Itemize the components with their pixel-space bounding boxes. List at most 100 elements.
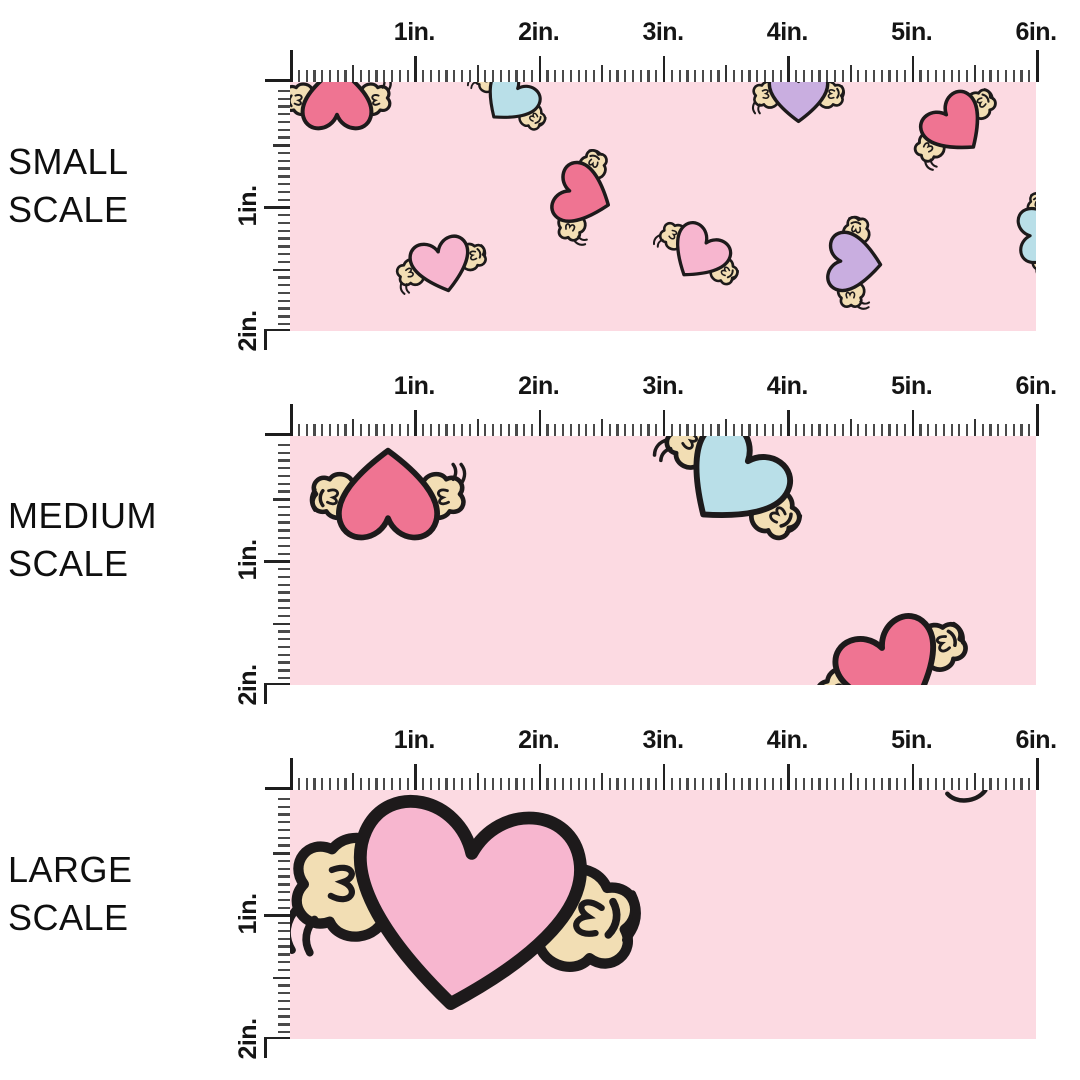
ruler-inch-label: 1in. <box>233 539 262 581</box>
ruler-tick <box>810 424 813 436</box>
ruler-tick <box>927 70 930 82</box>
ruler-tick <box>802 424 806 436</box>
ruler-tick <box>278 669 290 672</box>
ruler-tick <box>278 284 290 287</box>
ruler-tick <box>515 778 518 790</box>
ruler-tick <box>608 70 611 82</box>
ruler-corner-mark <box>264 1038 267 1058</box>
ruler-inch-label: 1in. <box>393 726 436 754</box>
ruler-tick <box>278 813 290 816</box>
ruler-tick <box>278 552 290 555</box>
ruler-tick <box>273 144 290 147</box>
ruler-tick <box>989 424 992 436</box>
ruler-tick <box>305 778 308 790</box>
ruler-tick <box>872 70 875 82</box>
scale-label-small-line1: SMALL <box>8 141 129 182</box>
ruler-tick <box>973 419 977 436</box>
ruler-tick <box>709 70 712 82</box>
ruler-tick <box>732 424 736 436</box>
ruler-tick <box>725 419 728 436</box>
ruler-corner-mark <box>264 684 267 704</box>
ruler-tick <box>896 70 899 82</box>
ruler-tick <box>391 424 394 436</box>
motion-line-mark <box>944 790 990 810</box>
ruler-tick <box>507 778 510 790</box>
ruler-tick <box>422 778 425 790</box>
ruler-tick <box>437 70 440 82</box>
ruler-tick <box>888 424 891 436</box>
ruler-tick <box>297 778 300 790</box>
ruler-tick <box>445 424 448 436</box>
ruler-tick <box>709 424 712 436</box>
ruler-tick <box>375 778 378 790</box>
ruler-tick <box>321 424 324 436</box>
ruler-tick <box>398 70 401 82</box>
ruler-tick <box>297 70 300 82</box>
ruler-tick <box>313 424 316 436</box>
ruler-tick <box>585 70 588 82</box>
ruler-tick <box>771 778 774 790</box>
ruler-tick <box>608 778 611 790</box>
ruler-tick <box>966 424 969 436</box>
ruler-tick <box>523 778 526 790</box>
ruler-tick <box>328 424 332 436</box>
ruler-tick <box>911 56 915 82</box>
ruler-tick <box>857 424 860 436</box>
fabric-swatch-large <box>290 790 1036 1039</box>
ruler-tick <box>903 424 907 436</box>
ruler-tick <box>305 424 308 436</box>
ruler-tick <box>278 490 290 493</box>
ruler-tick <box>278 537 290 540</box>
ruler-tick <box>950 778 953 790</box>
ruler-tick <box>453 424 456 436</box>
ruler-tick <box>278 198 290 201</box>
ruler-tick <box>678 424 681 436</box>
ruler-tick <box>865 70 868 82</box>
ruler-tick <box>655 70 658 82</box>
winged-heart-motif <box>455 82 564 151</box>
ruler-tick <box>934 424 938 436</box>
ruler-tick <box>278 844 290 847</box>
ruler-tick <box>375 424 378 436</box>
ruler-tick <box>997 70 1000 82</box>
scale-label-medium-line1: MEDIUM <box>8 495 157 536</box>
ruler-tick <box>950 424 953 436</box>
ruler-tick <box>686 778 689 790</box>
ruler-tick <box>278 929 290 933</box>
ruler-tick <box>278 120 290 124</box>
ruler-tick <box>398 778 401 790</box>
horizontal-ruler-medium <box>265 402 1039 436</box>
ruler-tick <box>740 424 743 436</box>
ruler-tick <box>278 583 290 587</box>
ruler-tick <box>468 70 471 82</box>
ruler-tick <box>631 70 635 82</box>
ruler-tick <box>278 922 290 925</box>
ruler-tick <box>997 778 1000 790</box>
winged-heart-motif <box>893 82 1017 186</box>
ruler-tick <box>701 778 705 790</box>
ruler-inch-label: 4in. <box>766 18 809 46</box>
ruler-tick <box>278 1030 290 1034</box>
ruler-tick <box>278 521 290 524</box>
ruler-tick <box>981 424 984 436</box>
ruler-tick <box>468 424 471 436</box>
ruler-tick <box>278 307 290 310</box>
fabric-swatch-small <box>290 82 1036 331</box>
ruler-tick <box>600 773 604 790</box>
ruler-tick <box>278 505 290 509</box>
ruler-tick <box>476 65 479 82</box>
horizontal-ruler-labels-large: 1in. 2in. 3in. 4in. 5in. 6in. <box>290 726 1057 756</box>
ruler-tick <box>278 237 290 240</box>
ruler-tick <box>787 56 790 82</box>
ruler-tick <box>359 424 363 436</box>
ruler-tick <box>278 999 290 1003</box>
ruler-tick <box>748 778 751 790</box>
ruler-tick <box>764 778 767 790</box>
ruler-tick <box>1004 778 1008 790</box>
ruler-tick <box>1012 70 1015 82</box>
ruler-tick <box>278 544 290 548</box>
ruler-tick <box>499 778 502 790</box>
ruler-tick <box>756 778 759 790</box>
ruler-tick <box>367 424 370 436</box>
ruler-tick <box>694 778 697 790</box>
